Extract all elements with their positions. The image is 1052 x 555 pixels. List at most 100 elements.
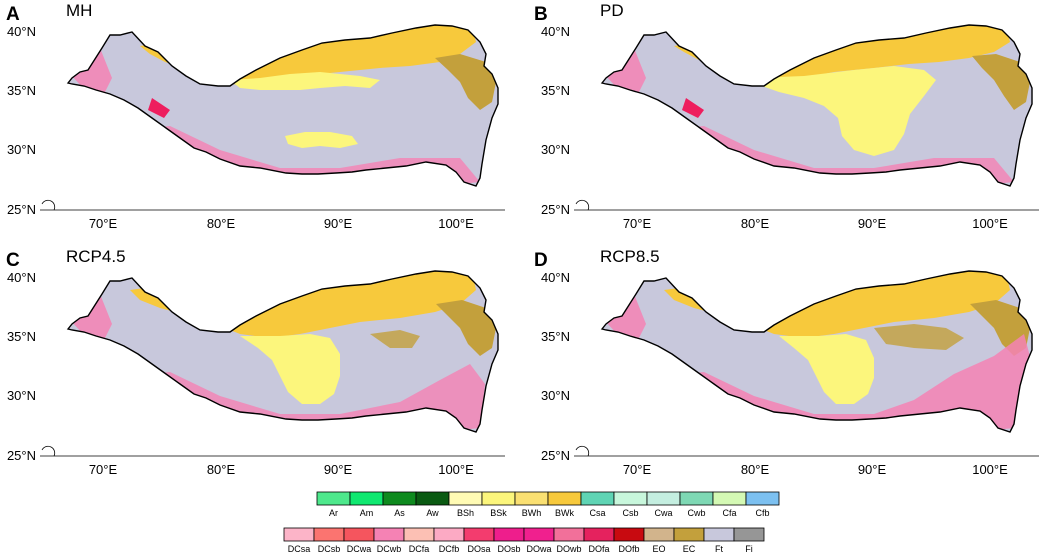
lon-tick-100: 100°E [438, 462, 474, 477]
lat-tick-25: 25°N [7, 448, 36, 463]
legend1-swatch-bsh [448, 491, 483, 506]
legend2-swatch-ec [673, 527, 705, 542]
panel-c: C RCP4.5 40°N 35°N 30°N 25°N 70°E 80°E 9… [6, 247, 505, 477]
lon-tick-90: 90°E [324, 462, 353, 477]
legend2-swatch-fi [733, 527, 765, 542]
legend2-swatch-eo [643, 527, 675, 542]
lat-tick-35: 35°N [541, 329, 570, 344]
legend1-label-cfa: Cfa [722, 508, 736, 518]
lon-tick-100: 100°E [972, 462, 1008, 477]
legend2-label-dcwa: DCwa [347, 544, 372, 554]
lon-tick-80: 80°E [207, 462, 236, 477]
legend2-label-dofb: DOfb [618, 544, 639, 554]
legend1-label-bwk: BWk [555, 508, 574, 518]
panel-d-map [601, 270, 1033, 433]
lat-tick-35: 35°N [7, 83, 36, 98]
lat-tick-30: 30°N [541, 142, 570, 157]
legend1-swatch-cwa [646, 491, 681, 506]
legend2-swatch-dosa [463, 527, 495, 542]
panel-d-axes: 40°N 35°N 30°N 25°N 70°E 80°E 90°E 100°E [541, 270, 1039, 477]
panel-d-title: RCP8.5 [600, 247, 660, 266]
legend1-label-am: Am [360, 508, 374, 518]
panel-c-axes: 40°N 35°N 30°N 25°N 70°E 80°E 90°E 100°E [7, 270, 505, 477]
panel-a-letter: A [6, 4, 20, 25]
legend1-swatch-cfa [712, 491, 747, 506]
legend2-swatch-dcsa [283, 527, 315, 542]
lon-tick-100: 100°E [438, 216, 474, 231]
lat-tick-30: 30°N [7, 388, 36, 403]
lon-tick-80: 80°E [741, 216, 770, 231]
panel-a-axes: 40°N 35°N 30°N 25°N 70°E 80°E 90°E 100°E [7, 24, 505, 231]
panel-b-letter: B [534, 4, 548, 25]
legend1-label-cfb: Cfb [755, 508, 769, 518]
legend1-swatch-cfb [745, 491, 780, 506]
legend2-label-fi: Fi [745, 544, 753, 554]
legend1-label-bsk: BSk [490, 508, 507, 518]
legend2-swatch-dowb [553, 527, 585, 542]
legend1-label-as: As [394, 508, 405, 518]
legend2-swatch-dosb [493, 527, 525, 542]
legend2-label-dowb: DOwb [556, 544, 581, 554]
legend1-swatch-bwh [514, 491, 549, 506]
lat-tick-40: 40°N [541, 270, 570, 285]
legend2-label-dofa: DOfa [588, 544, 609, 554]
panel-c-map [67, 270, 499, 433]
legend-row-2: DCsa DCsb DCwa DCwb DCfa DCfb DOsa DOsb DOwa DOwb… [283, 527, 765, 554]
legend2-label-ec: EC [683, 544, 696, 554]
legend1-label-cwa: Cwa [654, 508, 672, 518]
lat-tick-35: 35°N [7, 329, 36, 344]
legend1-swatch-aw [415, 491, 450, 506]
legend2-label-dowa: DOwa [526, 544, 551, 554]
legend2-label-dosa: DOsa [467, 544, 490, 554]
lon-tick-90: 90°E [858, 216, 887, 231]
legend2-label-dcfa: DCfa [409, 544, 430, 554]
lat-tick-25: 25°N [541, 202, 570, 217]
legend1-label-bsh: BSh [457, 508, 474, 518]
legend1-swatch-bsk [481, 491, 516, 506]
lat-tick-40: 40°N [541, 24, 570, 39]
lat-tick-40: 40°N [7, 270, 36, 285]
legend1-label-ar: Ar [329, 508, 338, 518]
lon-tick-80: 80°E [207, 216, 236, 231]
lat-tick-25: 25°N [7, 202, 36, 217]
legend2-swatch-dcwb [373, 527, 405, 542]
panel-b-title: PD [600, 1, 624, 20]
legend2-label-ft: Ft [715, 544, 723, 554]
panel-d-letter: D [534, 250, 548, 271]
legend1-label-cwb: Cwb [687, 508, 705, 518]
lon-tick-70: 70°E [623, 216, 652, 231]
lat-tick-40: 40°N [7, 24, 36, 39]
panel-c-title: RCP4.5 [66, 247, 126, 266]
legend2-label-dcsb: DCsb [318, 544, 341, 554]
panel-b: B PD 40°N 35°N 30°N 25°N 70°E 80°E 90°E … [534, 1, 1039, 231]
legend-row-1: Ar Am As Aw BSh BSk BWh BWk Csa Csb Cwa Cwb Cfa Cfb [316, 491, 780, 518]
legend1-label-aw: Aw [426, 508, 439, 518]
legend1-swatch-cwb [679, 491, 714, 506]
panel-a-title: MH [66, 1, 92, 20]
lat-tick-35: 35°N [541, 83, 570, 98]
lat-tick-25: 25°N [541, 448, 570, 463]
lat-tick-30: 30°N [7, 142, 36, 157]
legend1-label-bwh: BWh [522, 508, 542, 518]
legend2-swatch-dofb [613, 527, 645, 542]
lon-tick-70: 70°E [89, 462, 118, 477]
legend2-swatch-dcfb [433, 527, 465, 542]
legend2-label-dcfb: DCfb [439, 544, 460, 554]
legend2-swatch-dowa [523, 527, 555, 542]
legend2-label-dcsa: DCsa [288, 544, 311, 554]
lat-tick-30: 30°N [541, 388, 570, 403]
legend2-swatch-dcsb [313, 527, 345, 542]
legend2-label-dcwb: DCwb [377, 544, 402, 554]
lon-tick-70: 70°E [623, 462, 652, 477]
panel-a: A MH 40°N 35°N 30°N 25°N 70°E 80°E 90°E … [6, 1, 505, 231]
legend1-swatch-ar [316, 491, 351, 506]
lon-tick-70: 70°E [89, 216, 118, 231]
legend2-swatch-dcfa [403, 527, 435, 542]
panel-b-map [601, 24, 1033, 187]
lon-tick-80: 80°E [741, 462, 770, 477]
panel-b-axes: 40°N 35°N 30°N 25°N 70°E 80°E 90°E 100°E [541, 24, 1039, 231]
legend1-swatch-csb [613, 491, 648, 506]
legend1-swatch-as [382, 491, 417, 506]
legend2-swatch-dofa [583, 527, 615, 542]
